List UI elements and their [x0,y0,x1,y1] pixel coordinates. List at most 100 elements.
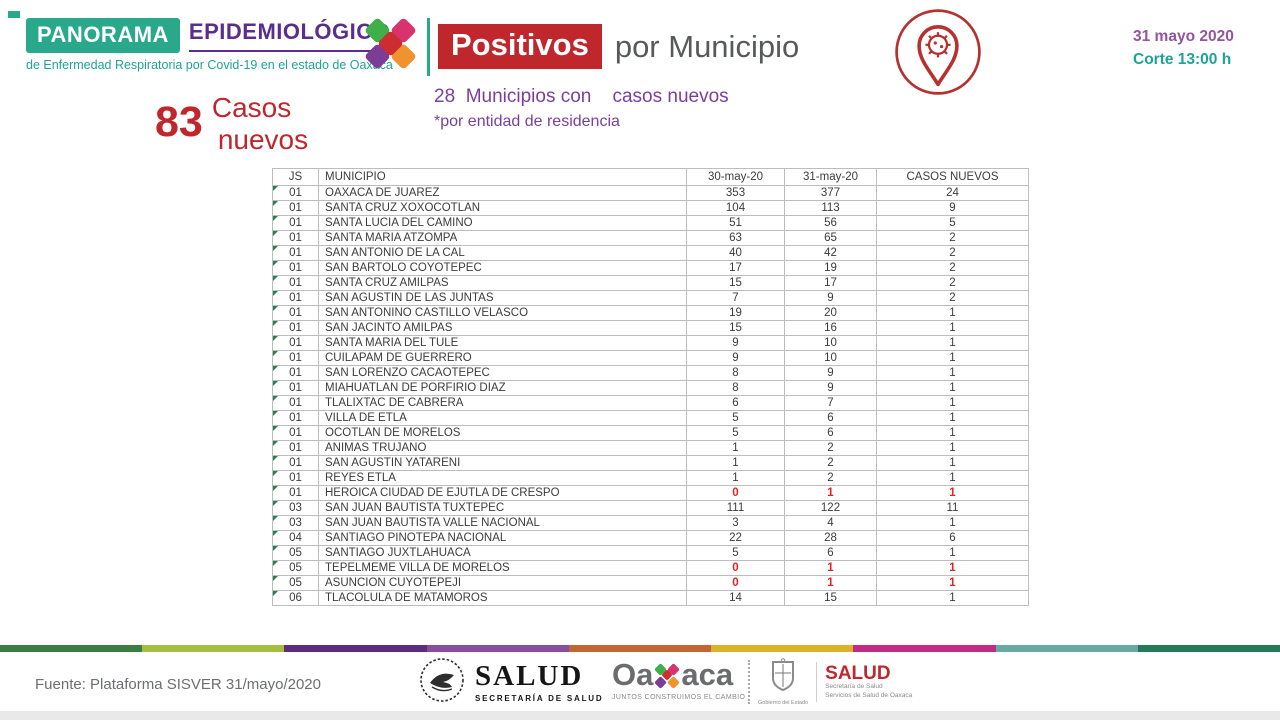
cell-30may: 15 [686,320,785,336]
cell-municipio: ASUNCION CUYOTEPEJI [318,575,687,591]
cell-casos-nuevos: 24 [876,185,1029,201]
cell-casos-nuevos: 1 [876,575,1029,591]
cell-municipio: SANTIAGO JUXTLAHUACA [318,545,687,561]
cell-casos-nuevos: 1 [876,560,1029,576]
cell-31may: 1 [784,575,877,591]
cell-casos-nuevos: 2 [876,230,1029,246]
dotted-divider [748,660,750,704]
table-row: 01 SAN LORENZO CACAOTEPEC 8 9 1 [272,365,1029,381]
excel-marker-icon [273,486,278,491]
cell-js: 01 [272,470,319,486]
strip-segment [1137,645,1280,652]
cell-js: 01 [272,455,319,471]
strip-segment [711,645,854,652]
excel-marker-icon [273,216,278,221]
cell-30may: 63 [686,230,785,246]
oaxaca-logo-text-end: aca [681,657,734,692]
cell-js: 01 [272,320,319,336]
cell-js: 01 [272,425,319,441]
salud-estatal-title: SALUD [825,662,891,684]
table-row: 01 SAN ANTONINO CASTILLO VELASCO 19 20 1 [272,305,1029,321]
cell-js: 01 [272,410,319,426]
cell-31may: 16 [784,320,877,336]
cell-js: 01 [272,230,319,246]
cell-municipio: SANTA CRUZ AMILPAS [318,275,687,291]
gobierno-label: Gobierno del Estado [758,700,809,706]
cell-municipio: SAN JUAN BAUTISTA VALLE NACIONAL [318,515,687,531]
cell-casos-nuevos: 1 [876,320,1029,336]
strip-segment [853,645,996,652]
cell-casos-nuevos: 1 [876,470,1029,486]
cell-30may: 40 [686,245,785,261]
cell-municipio: REYES ETLA [318,470,687,486]
cell-casos-nuevos: 1 [876,515,1029,531]
header-divider [427,18,430,76]
salud-estatal-line1: Secretaría de Salud [825,682,883,690]
cell-31may: 28 [784,530,877,546]
excel-marker-icon [273,441,278,446]
corner-mark [8,11,20,18]
cell-30may: 22 [686,530,785,546]
cell-casos-nuevos: 6 [876,530,1029,546]
excel-marker-icon [273,201,278,206]
cell-municipio: SANTA CRUZ XOXOCOTLAN [318,200,687,216]
cell-js: 01 [272,335,319,351]
bottom-bar [0,711,1280,720]
cell-municipio: SAN AGUSTIN YATARENI [318,455,687,471]
cell-31may: 15 [784,590,877,606]
strip-segment [0,645,143,652]
cell-31may: 2 [784,470,877,486]
salud-estatal-line2: Servicios de Salud de Oaxaca [825,691,913,699]
table-row: 01 MIAHUATLAN DE PORFIRIO DIAZ 8 9 1 [272,380,1029,396]
table-row: 01 SANTA CRUZ XOXOCOTLAN 104 113 9 [272,200,1029,216]
cell-31may: 56 [784,215,877,231]
cell-30may: 353 [686,185,785,201]
cell-30may: 17 [686,260,785,276]
table-row: 01 SAN AGUSTIN DE LAS JUNTAS 7 9 2 [272,290,1029,306]
brand-subtitle: de Enfermedad Respiratoria por Covid-19 … [26,58,393,72]
cell-municipio: SAN ANTONINO CASTILLO VELASCO [318,305,687,321]
table-row: 01 SAN BARTOLO COYOTEPEC 17 19 2 [272,260,1029,276]
table-row: 01 OCOTLAN DE MORELOS 5 6 1 [272,425,1029,441]
residence-note: *por entidad de residencia [434,113,620,130]
cell-31may: 2 [784,440,877,456]
strip-segment [568,645,712,652]
table-row: 01 TLALIXTAC DE CABRERA 6 7 1 [272,395,1029,411]
excel-marker-icon [273,411,278,416]
cell-30may: 6 [686,395,785,411]
col-header-js: JS [272,168,319,186]
cell-casos-nuevos: 2 [876,290,1029,306]
cell-js: 01 [272,305,319,321]
color-strip [0,645,1280,652]
municipios-summary: 28 Municipios con casos nuevos [434,86,729,107]
cell-casos-nuevos: 1 [876,455,1029,471]
oaxaca-logo-text-start: Oa [612,657,654,692]
salud-federal-title: SALUD [475,660,584,692]
new-cases-stat: 83 Casos nuevos [155,92,308,156]
cell-casos-nuevos: 2 [876,245,1029,261]
col-header-municipio: MUNICIPIO [318,168,687,186]
cell-casos-nuevos: 1 [876,545,1029,561]
cell-31may: 6 [784,425,877,441]
cell-30may: 1 [686,470,785,486]
cell-31may: 113 [784,200,877,216]
cell-municipio: OAXACA DE JUAREZ [318,185,687,201]
cell-municipio: MIAHUATLAN DE PORFIRIO DIAZ [318,380,687,396]
cell-js: 01 [272,215,319,231]
col-header-31may: 31-may-20 [784,168,877,186]
table-row: 01 SANTA MARIA ATZOMPA 63 65 2 [272,230,1029,246]
table-row: 01 SAN AGUSTIN YATARENI 1 2 1 [272,455,1029,471]
table-row: 01 SANTA LUCIA DEL CAMINO 51 56 5 [272,215,1029,231]
cell-js: 05 [272,560,319,576]
col-header-casos-nuevos: CASOS NUEVOS [876,168,1029,186]
cell-31may: 2 [784,455,877,471]
diamond-logo [364,17,418,71]
cell-js: 05 [272,545,319,561]
excel-marker-icon [273,321,278,326]
cell-municipio: SAN AGUSTIN DE LAS JUNTAS [318,290,687,306]
table-row: 01 SAN JACINTO AMILPAS 15 16 1 [272,320,1029,336]
cell-municipio: OCOTLAN DE MORELOS [318,425,687,441]
cell-30may: 8 [686,380,785,396]
cell-municipio: SAN BARTOLO COYOTEPEC [318,260,687,276]
